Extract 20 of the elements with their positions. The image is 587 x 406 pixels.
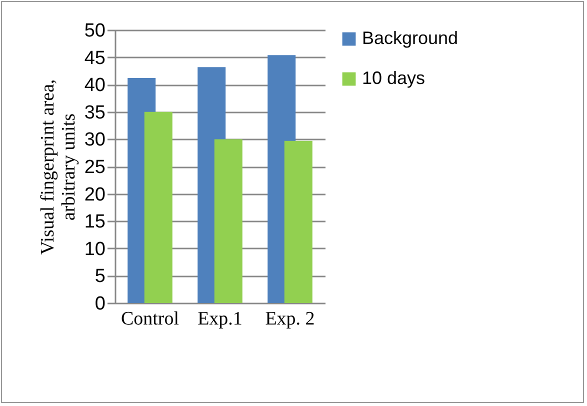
y-tick-label: 15 (84, 212, 106, 233)
y-tick-label: 45 (84, 48, 106, 69)
y-tick-label: 30 (84, 130, 106, 151)
y-axis-title: Visual fingerprint area, arbitrary units (37, 79, 80, 255)
x-tick-label: Exp.1 (198, 308, 242, 330)
y-tick-label: 25 (84, 157, 106, 178)
legend-label: Background (362, 28, 458, 48)
y-tick-label: 10 (84, 238, 106, 260)
x-tick-label: Control (120, 308, 180, 330)
y-tick-label: 5 (94, 266, 106, 288)
legend-label: 10 days (362, 68, 426, 88)
bar (144, 112, 172, 303)
y-tick-label: 50 (84, 20, 106, 42)
y-tick-label: 20 (84, 184, 106, 206)
bar (214, 139, 242, 303)
y-tick-label: 40 (84, 75, 106, 96)
y-tick-label: 35 (84, 102, 106, 124)
y-tick-label: 0 (94, 294, 106, 314)
bar (284, 140, 312, 303)
x-tick-label: Exp. 2 (265, 308, 315, 330)
